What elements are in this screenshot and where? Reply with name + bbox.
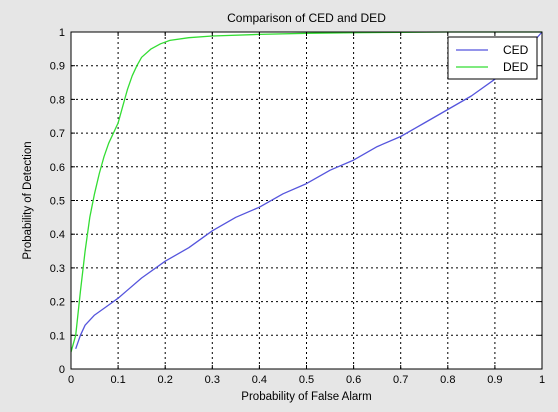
legend-box: [447, 36, 538, 80]
series-line-ded: [70, 31, 542, 353]
x-tick-label: 0.1: [110, 374, 125, 386]
x-tick-label: 0.2: [158, 374, 173, 386]
x-tick-label: 0.5: [299, 374, 314, 386]
y-tick-label: 0: [59, 364, 65, 376]
x-tick-label: 0.4: [252, 374, 267, 386]
y-axis-label: Probability of Detection: [22, 141, 34, 259]
y-tick-label: 1: [59, 27, 65, 39]
series-lines: [70, 31, 543, 353]
legend: CED DED: [447, 36, 538, 80]
y-tick-label: 0.2: [50, 297, 65, 309]
x-tick-label: 0.9: [487, 374, 502, 386]
series-line-ced: [75, 31, 543, 350]
x-tick-label: 1: [539, 374, 545, 386]
x-tick-label: 0.7: [393, 374, 408, 386]
y-tick-label: 0.3: [50, 263, 65, 275]
grid: [71, 32, 542, 369]
y-tick-label: 0.9: [50, 61, 65, 73]
x-tick-label: 0.3: [205, 374, 220, 386]
x-axis-label: Probability of False Alarm: [241, 391, 371, 403]
ticks: 0 0.1 0.2 0.3 0.4 0.5 0.6 0.7 0.8 0.9 1 0 0.1 0.2 0.3 0…: [50, 27, 545, 386]
legend-label-ded: DED: [503, 60, 529, 74]
chart-title: Comparison of CED and DED: [227, 11, 386, 25]
x-tick-label: 0.6: [346, 374, 361, 386]
y-tick-label: 0.6: [50, 162, 65, 174]
legend-label-ced: CED: [503, 43, 529, 57]
y-tick-label: 0.8: [50, 94, 65, 106]
x-tick-label: 0: [68, 374, 74, 386]
x-tick-label: 0.8: [440, 374, 455, 386]
y-tick-label: 0.7: [50, 128, 65, 140]
y-tick-label: 0.5: [50, 196, 65, 208]
y-tick-label: 0.4: [50, 229, 65, 241]
y-tick-label: 0.1: [50, 330, 65, 342]
